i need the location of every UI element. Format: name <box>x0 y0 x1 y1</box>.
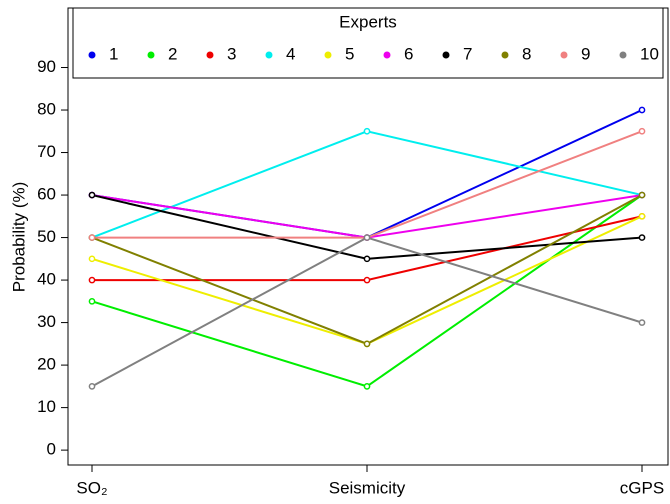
y-tick-label: 50 <box>37 227 56 246</box>
point <box>638 234 646 241</box>
legend-box <box>72 7 664 79</box>
x-tick-label: Seismicity <box>329 478 406 497</box>
legend-label: 6 <box>404 44 413 63</box>
y-tick-label: 0 <box>47 440 56 459</box>
point <box>363 255 371 263</box>
x-tick-label: SO₂ <box>76 478 107 497</box>
y-tick-label: 40 <box>37 270 56 289</box>
legend-label: 1 <box>109 44 118 63</box>
y-tick-label: 70 <box>37 142 56 161</box>
legend-marker <box>383 51 391 59</box>
point <box>88 191 96 199</box>
point <box>638 127 646 135</box>
legend-marker <box>442 51 450 59</box>
point <box>88 383 96 390</box>
point <box>363 127 371 135</box>
point <box>638 191 646 199</box>
point <box>88 234 96 241</box>
legend-label: 3 <box>227 44 236 63</box>
point <box>88 297 96 305</box>
point <box>363 234 371 241</box>
y-tick-label: 10 <box>37 397 56 416</box>
series-line <box>91 194 643 388</box>
point <box>363 276 371 284</box>
legend-label: 7 <box>463 44 472 63</box>
y-tick-label: 80 <box>37 100 56 119</box>
legend-marker <box>324 51 332 59</box>
y-tick-label: 30 <box>37 312 56 331</box>
x-tick-label: cGPS <box>620 478 664 497</box>
point <box>363 340 371 348</box>
series-line <box>91 194 643 239</box>
point <box>638 319 646 326</box>
legend-label: 9 <box>581 44 590 63</box>
legend-label: 4 <box>286 44 295 63</box>
legend-marker <box>619 51 627 59</box>
legend-label: 10 <box>640 44 659 63</box>
series-line <box>91 194 643 345</box>
y-axis-label: Probability (%) <box>9 182 28 293</box>
y-tick-label: 20 <box>37 355 56 374</box>
legend-title: Experts <box>339 12 397 31</box>
point <box>638 106 646 114</box>
legend-marker <box>206 51 214 59</box>
point <box>88 255 96 263</box>
point <box>88 276 96 284</box>
legend-label: 2 <box>168 44 177 63</box>
y-tick-label: 90 <box>37 57 56 76</box>
point <box>638 212 646 220</box>
legend-marker <box>88 51 96 59</box>
point <box>363 383 371 390</box>
legend-marker <box>560 51 568 59</box>
legend-marker <box>265 51 273 59</box>
legend-label: 5 <box>345 44 354 63</box>
y-tick-label: 60 <box>37 185 56 204</box>
legend-marker <box>501 51 509 59</box>
legend-label: 8 <box>522 44 531 63</box>
legend-marker <box>147 51 155 59</box>
